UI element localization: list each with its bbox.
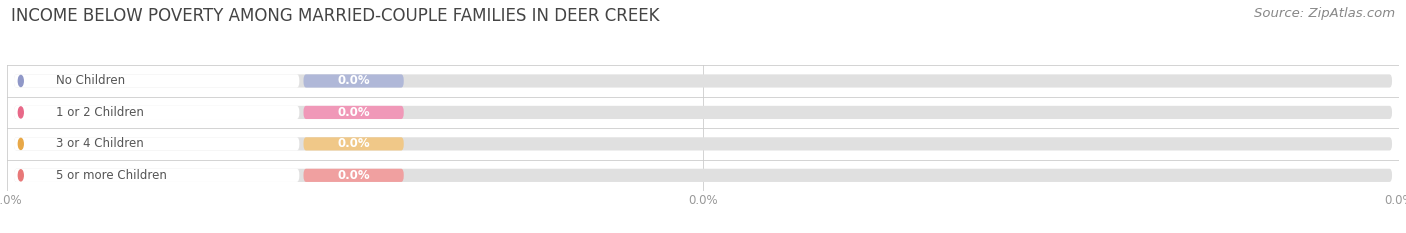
FancyBboxPatch shape [14, 74, 1392, 88]
Circle shape [18, 170, 24, 181]
Text: 0.0%: 0.0% [337, 106, 370, 119]
FancyBboxPatch shape [304, 74, 404, 88]
Text: 0.0%: 0.0% [337, 137, 370, 150]
FancyBboxPatch shape [304, 137, 404, 151]
Text: 0.0%: 0.0% [337, 75, 370, 87]
FancyBboxPatch shape [304, 169, 404, 182]
FancyBboxPatch shape [14, 137, 299, 151]
FancyBboxPatch shape [14, 137, 1392, 151]
FancyBboxPatch shape [14, 74, 299, 88]
FancyBboxPatch shape [14, 169, 299, 182]
Text: 1 or 2 Children: 1 or 2 Children [56, 106, 143, 119]
Text: INCOME BELOW POVERTY AMONG MARRIED-COUPLE FAMILIES IN DEER CREEK: INCOME BELOW POVERTY AMONG MARRIED-COUPL… [11, 7, 659, 25]
Text: 5 or more Children: 5 or more Children [56, 169, 167, 182]
Text: 0.0%: 0.0% [337, 169, 370, 182]
Text: No Children: No Children [56, 75, 125, 87]
FancyBboxPatch shape [14, 106, 299, 119]
FancyBboxPatch shape [304, 106, 404, 119]
Circle shape [18, 107, 24, 118]
Circle shape [18, 75, 24, 86]
FancyBboxPatch shape [14, 106, 1392, 119]
Text: 3 or 4 Children: 3 or 4 Children [56, 137, 143, 150]
Text: Source: ZipAtlas.com: Source: ZipAtlas.com [1254, 7, 1395, 20]
FancyBboxPatch shape [14, 169, 1392, 182]
Circle shape [18, 138, 24, 149]
